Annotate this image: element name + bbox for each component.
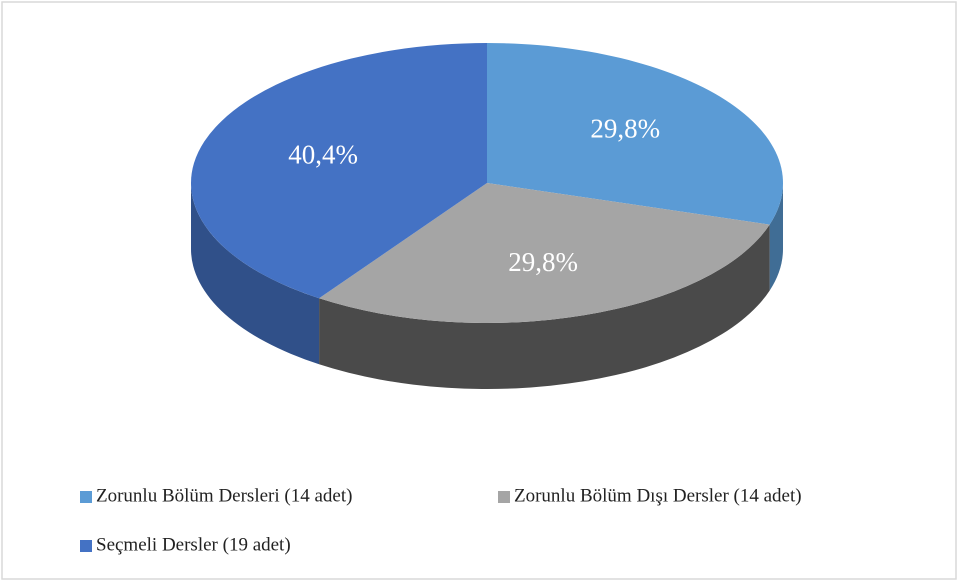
pie-slice — [319, 183, 770, 323]
legend-swatch — [80, 491, 92, 503]
pie-slice-side — [191, 183, 320, 365]
legend-swatch — [80, 540, 92, 552]
legend-label: Zorunlu Bölüm Dışı Dersler (14 adet) — [514, 485, 802, 506]
pie-slice — [191, 43, 488, 299]
pie-slice-side — [319, 224, 770, 389]
data-label: 40,4% — [288, 139, 358, 169]
pie-slice-side — [769, 183, 783, 291]
legend-label: Seçmeli Dersler (19 adet) — [96, 534, 291, 555]
legend-swatch — [498, 491, 510, 503]
data-label: 29,8% — [508, 247, 578, 277]
data-label: 29,8% — [590, 114, 660, 144]
legend-label: Zorunlu Bölüm Dersleri (14 adet) — [96, 485, 352, 506]
pie-slice — [487, 43, 783, 225]
